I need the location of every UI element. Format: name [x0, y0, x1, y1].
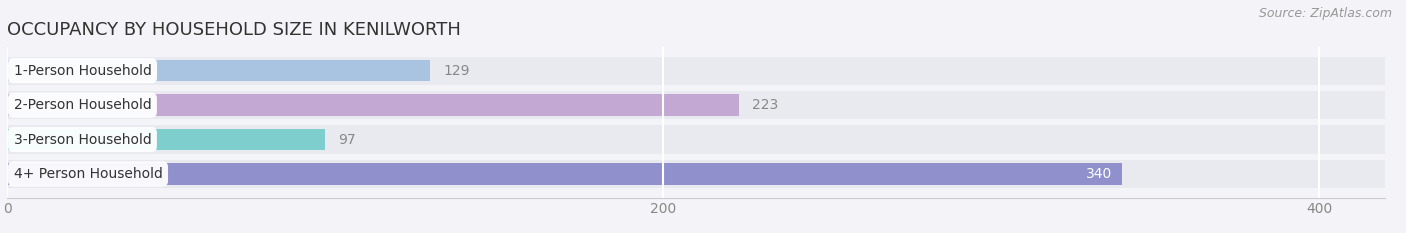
Text: 2-Person Household: 2-Person Household	[14, 98, 152, 112]
Text: 1-Person Household: 1-Person Household	[14, 64, 152, 78]
Text: 129: 129	[443, 64, 470, 78]
Bar	[7, 60, 430, 81]
Text: Source: ZipAtlas.com: Source: ZipAtlas.com	[1258, 7, 1392, 20]
Text: 340: 340	[1087, 167, 1112, 181]
Text: 223: 223	[752, 98, 778, 112]
Text: 3-Person Household: 3-Person Household	[14, 133, 152, 147]
Text: 4+ Person Household: 4+ Person Household	[14, 167, 163, 181]
Bar	[7, 129, 325, 150]
Bar	[7, 94, 738, 116]
Bar	[7, 160, 1385, 188]
Bar	[7, 163, 1122, 185]
Bar	[7, 125, 1385, 154]
Bar	[7, 57, 1385, 85]
Bar	[7, 91, 1385, 119]
Text: 97: 97	[339, 133, 356, 147]
Text: OCCUPANCY BY HOUSEHOLD SIZE IN KENILWORTH: OCCUPANCY BY HOUSEHOLD SIZE IN KENILWORT…	[7, 21, 461, 39]
